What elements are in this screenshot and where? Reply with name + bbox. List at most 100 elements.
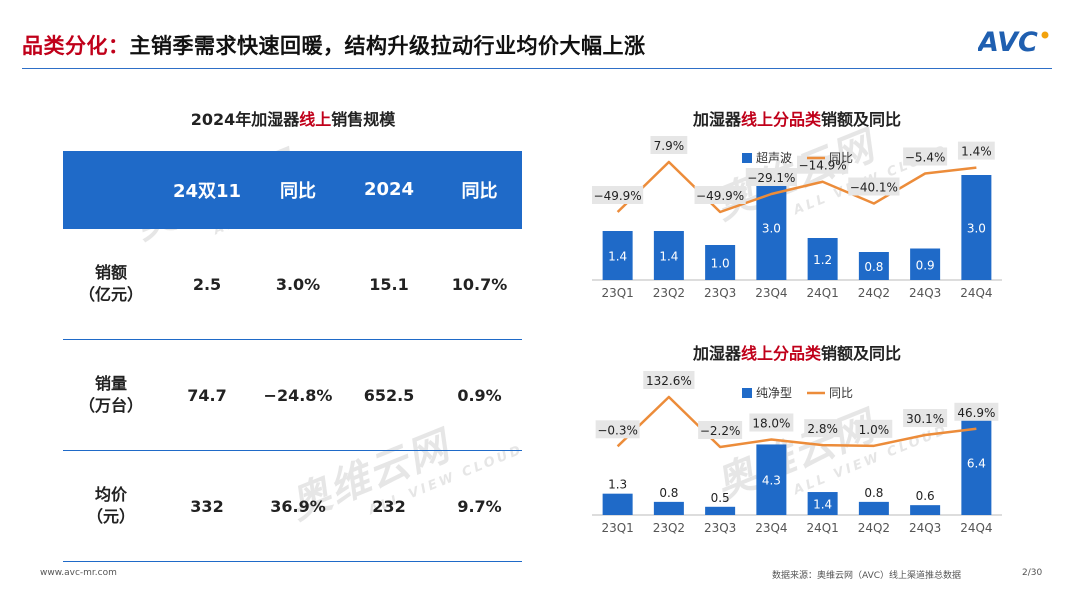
- footer-url: www.avc-mr.com: [40, 568, 117, 578]
- bar-value-label: 6.4: [967, 457, 986, 471]
- bar-value-label: 1.4: [813, 498, 832, 512]
- x-tick-label: 23Q3: [704, 521, 736, 535]
- yoy-label-box: [804, 419, 842, 438]
- cell-value: 2.5: [159, 228, 255, 340]
- bar-value-label: 3.0: [762, 222, 781, 236]
- page-number: 2/30: [1022, 568, 1043, 578]
- yoy-value-label: 46.9%: [957, 406, 995, 420]
- table-row: 销额 （亿元） 2.5 3.0% 15.1 10.7%: [63, 228, 522, 340]
- logo-text: AVC: [978, 27, 1038, 56]
- bar-24Q2: [858, 501, 889, 515]
- bar-value-label: 0.9: [916, 258, 935, 272]
- row-label: 销额 （亿元）: [63, 228, 159, 340]
- yoy-value-label: −2.2%: [700, 424, 741, 438]
- yoy-label-box: [855, 419, 893, 438]
- bar-24Q2: [858, 252, 889, 280]
- bar-value-label: 1.3: [608, 478, 627, 492]
- yoy-value-label: 18.0%: [752, 417, 790, 431]
- page-title: 品类分化：主销季需求快速回暖，结构升级拉动行业均价大幅上涨: [22, 30, 646, 60]
- bar-23Q1: [602, 493, 633, 515]
- yoy-value-label: −40.1%: [850, 181, 898, 195]
- bar-value-label: 1.2: [813, 253, 832, 267]
- cell-value: 15.1: [341, 228, 437, 340]
- yoy-label-box: [957, 141, 995, 160]
- x-tick-label: 24Q2: [858, 521, 890, 535]
- bar-24Q4: [961, 175, 992, 280]
- legend-bar-label: 纯净型: [756, 386, 792, 400]
- pure-type-sales-chart: 1.3 23Q1 0.8 23Q2 0.5 23Q3 4.3 23Q4 1.4 24Q1 0.8 24…: [592, 371, 1002, 535]
- x-tick-label: 24Q3: [909, 286, 941, 300]
- yoy-label-box: [903, 409, 948, 428]
- column-header: 同比: [437, 151, 522, 229]
- row-label: 均价 （元）: [63, 450, 159, 562]
- yoy-value-label: 7.9%: [654, 139, 685, 153]
- bar-23Q4: [756, 444, 787, 515]
- table-row: 均价 （元） 332 36.9% 232 9.7%: [63, 450, 522, 562]
- legend-bar-swatch: [742, 388, 752, 398]
- legend-bar-label: 超声波: [756, 150, 792, 165]
- bar-24Q1: [807, 492, 838, 515]
- bar-value-label: 0.6: [916, 489, 935, 503]
- x-tick-label: 24Q4: [960, 521, 992, 535]
- row-label: 销量 （万台）: [63, 339, 159, 451]
- bar-value-label: 4.3: [762, 474, 781, 488]
- bar-value-label: 0.5: [711, 491, 730, 505]
- yoy-value-label: −29.1%: [747, 171, 795, 185]
- cell-value: 332: [159, 450, 255, 562]
- table-header-row: 24双11 同比 2024 同比: [63, 151, 522, 229]
- x-tick-label: 23Q3: [704, 286, 736, 300]
- x-tick-label: 24Q4: [960, 286, 992, 300]
- yoy-value-label: −5.4%: [905, 151, 946, 165]
- yoy-label-box: [595, 420, 640, 439]
- yoy-value-label: −49.9%: [594, 189, 642, 203]
- x-tick-label: 23Q4: [755, 521, 787, 535]
- bar-23Q3: [705, 506, 736, 515]
- bar-24Q4: [961, 410, 992, 515]
- title-divider: [22, 68, 1052, 69]
- bar-24Q3: [910, 505, 941, 515]
- yoy-value-label: −14.9%: [799, 159, 847, 173]
- yoy-line-series: [616, 160, 977, 214]
- bar-23Q2: [653, 501, 684, 515]
- yoy-label-box: [694, 186, 746, 204]
- column-header: [63, 151, 159, 229]
- yoy-label-box: [643, 371, 695, 389]
- cell-value: 232: [341, 450, 437, 562]
- yoy-value-label: 1.4%: [961, 145, 992, 159]
- yoy-value-label: −49.9%: [696, 189, 744, 203]
- x-tick-label: 24Q1: [806, 521, 838, 535]
- x-tick-label: 23Q1: [601, 286, 633, 300]
- yoy-value-label: 2.8%: [807, 422, 838, 436]
- cell-yoy: 9.7%: [437, 450, 522, 562]
- logo-dot: [1041, 31, 1049, 39]
- bar-value-label: 1.0: [711, 257, 730, 271]
- yoy-label-box: [592, 186, 644, 204]
- ultrasonic-sales-chart: 1.4 23Q1 1.4 23Q2 1.0 23Q3 3.0 23Q4 1.2 24Q1 0.8 24…: [592, 136, 1002, 300]
- footer-source: 数据来源：奥维云网（AVC）线上渠道推总数据: [772, 571, 962, 581]
- yoy-value-label: 30.1%: [906, 412, 944, 426]
- bar-value-label: 0.8: [864, 486, 883, 500]
- x-tick-label: 24Q2: [858, 286, 890, 300]
- avc-logo: AVC: [978, 27, 1049, 56]
- x-tick-label: 23Q2: [653, 521, 685, 535]
- column-header: 24双11: [159, 151, 255, 229]
- bar-24Q3: [910, 248, 941, 280]
- cell-yoy: 10.7%: [437, 228, 522, 340]
- bar-23Q2: [653, 231, 684, 280]
- cell-yoy: 36.9%: [255, 450, 341, 562]
- cell-value: 652.5: [341, 339, 437, 451]
- legend-line-label: 同比: [829, 386, 853, 400]
- yoy-value-label: 1.0%: [859, 423, 890, 437]
- yoy-label-box: [848, 177, 900, 196]
- sales-scale-table: 24双11 同比 2024 同比 销额 （亿元） 2.5 3.0% 15.1 10…: [63, 151, 522, 562]
- x-tick-label: 24Q1: [806, 286, 838, 300]
- chart-title-pure: 加湿器线上分品类销额及同比: [692, 344, 902, 363]
- yoy-label-box: [797, 155, 849, 174]
- cell-value: 74.7: [159, 339, 255, 451]
- bar-23Q1: [602, 231, 633, 280]
- chart-title-ultrasonic: 加湿器线上分品类销额及同比: [692, 110, 902, 129]
- x-tick-label: 23Q2: [653, 286, 685, 300]
- x-tick-label: 23Q4: [755, 286, 787, 300]
- bar-value-label: 1.4: [659, 250, 678, 264]
- yoy-label-box: [650, 136, 688, 154]
